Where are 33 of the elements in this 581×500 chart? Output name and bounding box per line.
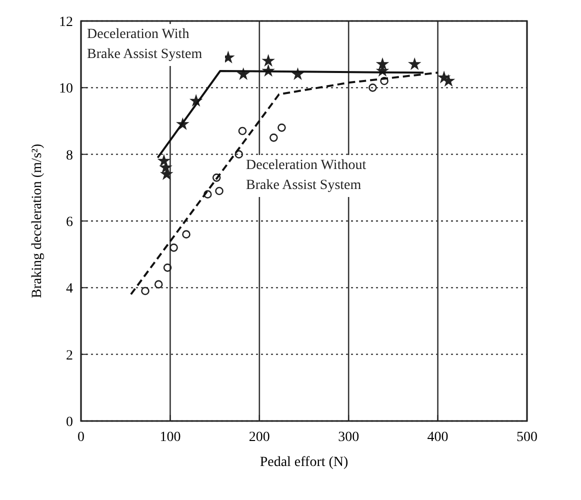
point xyxy=(278,124,286,132)
x-tick-label: 400 xyxy=(427,430,448,445)
y-tick-label: 2 xyxy=(66,348,73,364)
point xyxy=(368,84,377,92)
y-tick-label: 6 xyxy=(66,215,73,230)
point xyxy=(204,190,212,198)
x-tick-label: 300 xyxy=(338,430,360,445)
x-tick-label: 500 xyxy=(516,430,538,445)
x-axis-title: Pedal effort (N) xyxy=(260,455,349,470)
point xyxy=(141,286,150,296)
annotation: Deceleration Without Brake Assist System xyxy=(246,158,366,193)
y-tick-label: 8 xyxy=(66,148,73,164)
y-axis-title: Braking deceleration (m/s²) xyxy=(30,144,45,298)
x-tick-label: 200 xyxy=(248,430,270,445)
x-tick-label: 0 xyxy=(78,430,84,445)
point xyxy=(262,54,275,67)
point xyxy=(154,280,163,288)
point xyxy=(408,57,422,70)
annotation: Deceleration With Brake Assist System xyxy=(87,27,202,62)
y-tick-label: 0 xyxy=(66,415,73,430)
point xyxy=(234,150,244,158)
point xyxy=(163,264,172,272)
point xyxy=(238,126,247,136)
point xyxy=(380,76,388,86)
point xyxy=(212,174,221,182)
y-tick-label: 4 xyxy=(66,282,73,297)
y-tick-label: 10 xyxy=(59,82,73,97)
point xyxy=(215,186,224,196)
y-tick-label: 12 xyxy=(59,15,73,30)
x-tick-label: 100 xyxy=(160,430,181,445)
point xyxy=(270,134,278,142)
point xyxy=(170,244,178,252)
point xyxy=(182,230,190,238)
